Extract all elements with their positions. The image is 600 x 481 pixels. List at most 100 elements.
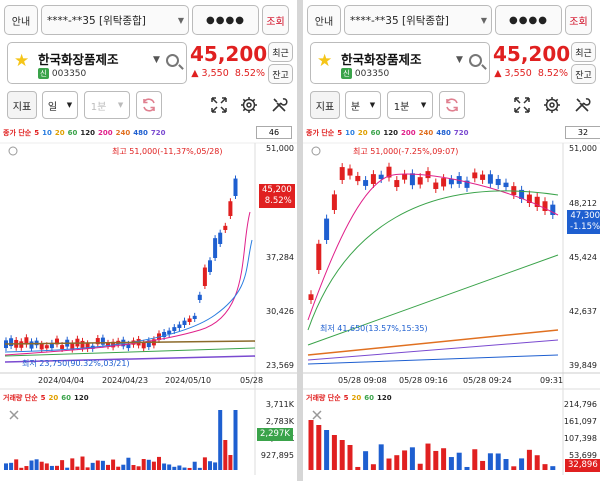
account-select[interactable]: ****-**35 [위탁종합] ▼ (41, 5, 189, 35)
zoom-icon[interactable] (8, 146, 18, 156)
gear-icon[interactable] (240, 96, 258, 114)
close-icon[interactable] (9, 410, 19, 420)
tools-icon[interactable] (573, 96, 591, 114)
volume-bar (202, 457, 207, 470)
price-chart[interactable] (0, 0, 297, 481)
candle-count[interactable]: 32 (565, 126, 600, 139)
zoom-icon[interactable] (311, 146, 321, 156)
candle (534, 196, 540, 207)
favorite-star-icon[interactable]: ★ (14, 51, 30, 71)
volume-bar (324, 430, 330, 470)
y-tick-label: 42,637 (569, 307, 597, 316)
volume-bar (65, 467, 70, 470)
query-button[interactable]: 조회 (262, 5, 289, 35)
stock-search-box[interactable]: ★ 한국화장품제조 신 003350 ▼ (7, 42, 187, 84)
ma-line (307, 339, 559, 361)
current-price: 45,200 (190, 42, 268, 66)
candle (370, 174, 376, 184)
change-percent: 8.52% (537, 68, 568, 79)
volume-bar (425, 443, 431, 470)
candle (355, 175, 361, 182)
password-field[interactable]: ●●●● (192, 5, 259, 35)
stock-dropdown-icon[interactable]: ▼ (456, 55, 463, 65)
ma-legend-item: 20 (357, 129, 368, 137)
volume-bar (213, 462, 218, 470)
close-icon[interactable] (312, 410, 322, 420)
x-tick-label: 2024/04/04 (38, 376, 85, 385)
volume-bar (355, 466, 361, 470)
period-select[interactable]: 일 ▼ (42, 91, 78, 119)
volume-tick-label: 161,097 (563, 417, 597, 426)
query-button[interactable]: 조회 (565, 5, 592, 35)
volume-bar (378, 444, 384, 470)
volume-bar (141, 459, 146, 470)
tools-icon[interactable] (270, 96, 288, 114)
volume-bar (441, 448, 447, 470)
period-label: 분 (350, 101, 361, 113)
candle-count[interactable]: 46 (256, 126, 292, 139)
gear-icon[interactable] (543, 96, 561, 114)
volume-legend-item: 20 (48, 394, 59, 402)
x-tick-label: 05/28 09:24 (463, 376, 512, 385)
candle (39, 343, 44, 350)
candle (182, 320, 187, 325)
volume-bar (464, 466, 470, 470)
indicator-button[interactable]: 지표 (7, 91, 37, 119)
balance-button[interactable]: 잔고 (571, 64, 596, 84)
candle (503, 182, 509, 188)
credit-tag: 신 (341, 68, 352, 79)
candle (324, 218, 330, 240)
candle (85, 343, 90, 350)
y-tick-label: 51,000 (266, 144, 294, 153)
chevron-down-icon: ▼ (117, 101, 124, 109)
ma-line (4, 211, 251, 356)
candle (386, 166, 392, 178)
ma-legend-item: 240 (418, 129, 434, 137)
chevron-down-icon: ▼ (420, 101, 427, 109)
account-select[interactable]: ****-**35 [위탁종합] ▼ (344, 5, 492, 35)
stock-dropdown-icon[interactable]: ▼ (153, 55, 160, 65)
candle (9, 338, 14, 347)
refresh-button[interactable] (136, 91, 162, 119)
fullscreen-icon[interactable] (513, 96, 531, 114)
candle (464, 180, 470, 188)
volume-bar (456, 452, 462, 470)
volume-tick-label: 3,711K (265, 400, 294, 409)
daily-chart-panel: 안내 ****-**35 [위탁종합] ▼ ●●●● 조회 ★ 한국화장품제조 신… (0, 0, 297, 481)
y-tick-label: 23,569 (266, 361, 294, 370)
interval-select[interactable]: 1분 ▼ (387, 91, 433, 119)
stock-header: ★ 한국화장품제조 신 003350 ▼ 45,200 ▲ 3,550 8.52%… (0, 42, 297, 86)
interval-select[interactable]: 1분 ▼ (84, 91, 130, 119)
refresh-button[interactable] (439, 91, 465, 119)
recent-button[interactable]: 최근 (268, 42, 293, 62)
info-button[interactable]: 안내 (307, 5, 341, 35)
fullscreen-icon[interactable] (210, 96, 228, 114)
info-button[interactable]: 안내 (4, 5, 38, 35)
indicator-button[interactable]: 지표 (310, 91, 340, 119)
volume-bar (85, 467, 90, 470)
ma-legend-item: 480 (133, 129, 148, 137)
search-icon[interactable] (166, 54, 179, 67)
volume-legend-label: 거래량 단순 (3, 394, 38, 402)
volume-bar (14, 459, 19, 470)
period-select[interactable]: 분 ▼ (345, 91, 381, 119)
candle (70, 343, 75, 350)
stock-code: 003350 (354, 68, 390, 79)
password-field[interactable]: ●●●● (495, 5, 562, 35)
chevron-down-icon: ▼ (177, 15, 184, 25)
volume-bar (172, 466, 177, 470)
stock-search-box[interactable]: ★ 한국화장품제조 신 003350 ▼ (310, 42, 490, 84)
price-chart[interactable] (303, 0, 600, 481)
volume-bar (44, 463, 49, 470)
search-icon[interactable] (469, 54, 482, 67)
recent-button[interactable]: 최근 (571, 42, 596, 62)
ma-line (4, 355, 256, 363)
candle (542, 201, 548, 211)
favorite-star-icon[interactable]: ★ (317, 51, 333, 71)
volume-legend-label: 거래량 단순 (306, 394, 341, 402)
price-change: ▲ 3,550 8.52% (170, 68, 265, 79)
top-bar: 안내 ****-**35 [위탁종합] ▼ ●●●● 조회 (303, 0, 600, 40)
volume-bar (409, 447, 415, 470)
ma-line (307, 329, 559, 356)
balance-button[interactable]: 잔고 (268, 64, 293, 84)
